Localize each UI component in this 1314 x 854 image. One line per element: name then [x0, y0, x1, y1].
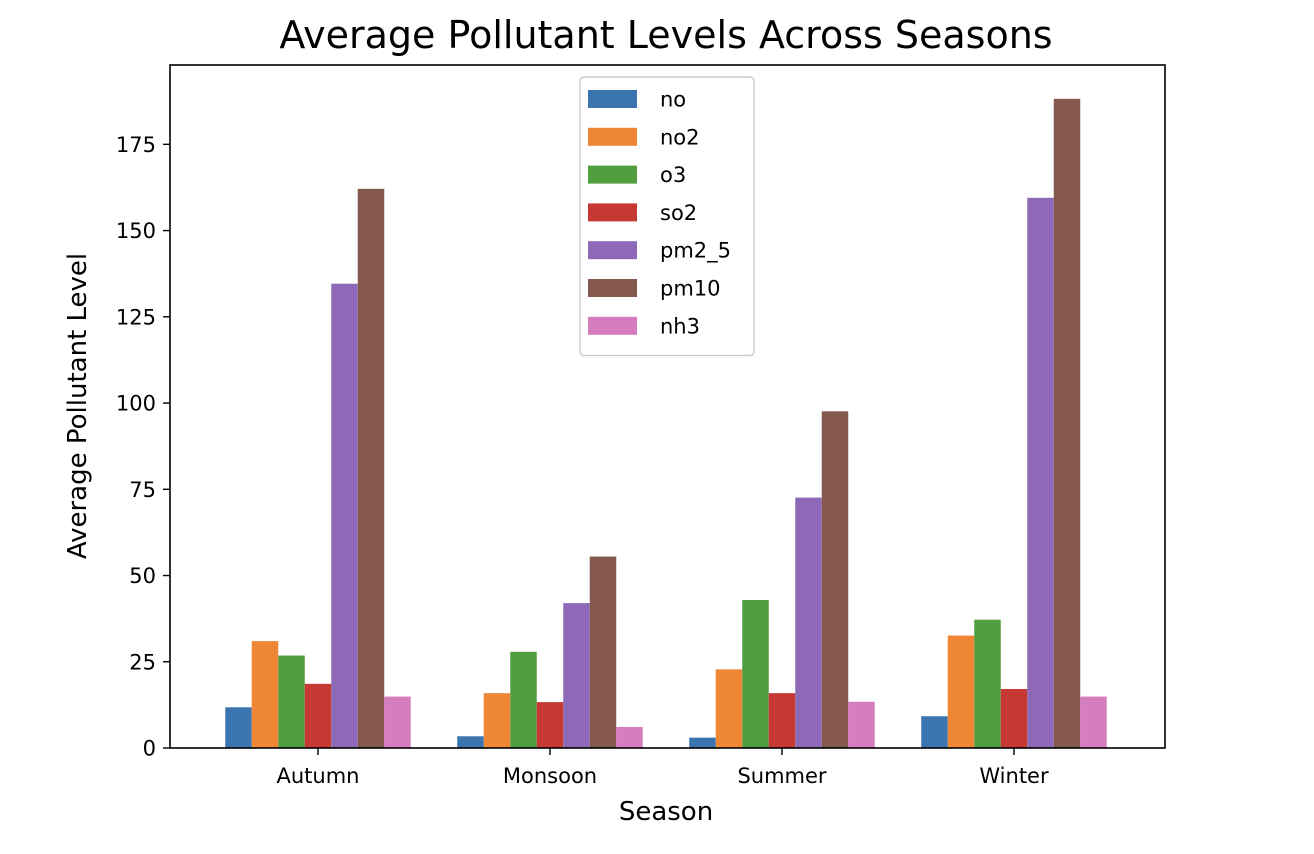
- bar-o3-monsoon: [510, 651, 537, 748]
- legend-label-o3: o3: [660, 163, 686, 187]
- bar-o3-autumn: [278, 655, 305, 748]
- y-tick-label: 0: [143, 737, 156, 761]
- bar-so2-autumn: [304, 683, 332, 748]
- legend: no no2 o3 so2 pm2_5 pm10 nh3: [579, 76, 755, 357]
- bar-nh3-summer: [848, 701, 875, 748]
- bar-no-winter: [921, 716, 948, 748]
- bar-no-autumn: [225, 707, 252, 748]
- y-axis: 0 25 50 75 100 125 150 175: [116, 133, 170, 761]
- y-tick-label: 175: [116, 133, 156, 157]
- legend-label-pm10: pm10: [660, 277, 721, 301]
- bar-no2-winter: [947, 635, 975, 748]
- bar-pm2_5-autumn: [331, 283, 358, 748]
- bar-pm10-monsoon: [589, 556, 617, 748]
- bar-pm2_5-monsoon: [563, 603, 590, 748]
- x-tick-label: Winter: [979, 764, 1049, 788]
- x-axis: Autumn Monsoon Summer Winter: [277, 748, 1049, 788]
- legend-label-pm2_5: pm2_5: [660, 239, 731, 264]
- bar-o3-summer: [742, 600, 769, 748]
- bar-so2-winter: [1000, 689, 1028, 748]
- bar-no-monsoon: [457, 736, 484, 748]
- legend-swatch-pm10: [588, 279, 637, 297]
- bar-so2-monsoon: [536, 702, 564, 748]
- bar-pm2_5-winter: [1027, 197, 1054, 748]
- chart-title: Average Pollutant Levels Across Seasons: [279, 13, 1052, 57]
- y-tick-label: 75: [129, 478, 156, 502]
- legend-swatch-pm2_5: [588, 241, 637, 260]
- bar-pm10-summer: [821, 411, 849, 748]
- legend-label-so2: so2: [660, 201, 697, 225]
- x-tick-label: Autumn: [277, 764, 360, 788]
- y-tick-label: 125: [116, 305, 156, 329]
- legend-swatch-o3: [588, 165, 637, 184]
- bar-no2-monsoon: [483, 693, 511, 748]
- legend-swatch-so2: [588, 203, 637, 222]
- legend-label-no2: no2: [660, 125, 700, 149]
- bar-so2-summer: [768, 693, 796, 748]
- bar-no2-autumn: [251, 641, 279, 748]
- bar-nh3-winter: [1080, 696, 1107, 748]
- bar-no2-summer: [715, 669, 743, 748]
- bar-no-summer: [689, 737, 716, 748]
- x-axis-label: Season: [619, 797, 713, 827]
- y-axis-label: Average Pollutant Level: [63, 253, 93, 559]
- bar-pm10-winter: [1053, 98, 1081, 748]
- y-tick-label: 50: [129, 564, 156, 588]
- bar-pm10-autumn: [357, 188, 385, 749]
- bar-o3-winter: [974, 619, 1001, 748]
- legend-label-nh3: nh3: [660, 314, 700, 338]
- plot-frame: [169, 64, 1166, 749]
- legend-swatch-nh3: [588, 316, 637, 335]
- bar-pm2_5-summer: [795, 497, 822, 748]
- x-tick-label: Monsoon: [503, 764, 597, 788]
- bar-nh3-autumn: [384, 696, 411, 748]
- legend-swatch-no2: [588, 127, 637, 146]
- bar-nh3-monsoon: [616, 726, 643, 748]
- y-tick-label: 150: [116, 219, 156, 243]
- legend-label-no: no: [660, 88, 686, 112]
- y-tick-label: 25: [129, 650, 156, 674]
- bars-layer: [225, 98, 1107, 749]
- y-tick-label: 100: [116, 392, 156, 416]
- legend-swatch-no: [588, 90, 637, 108]
- x-tick-label: Summer: [737, 764, 826, 788]
